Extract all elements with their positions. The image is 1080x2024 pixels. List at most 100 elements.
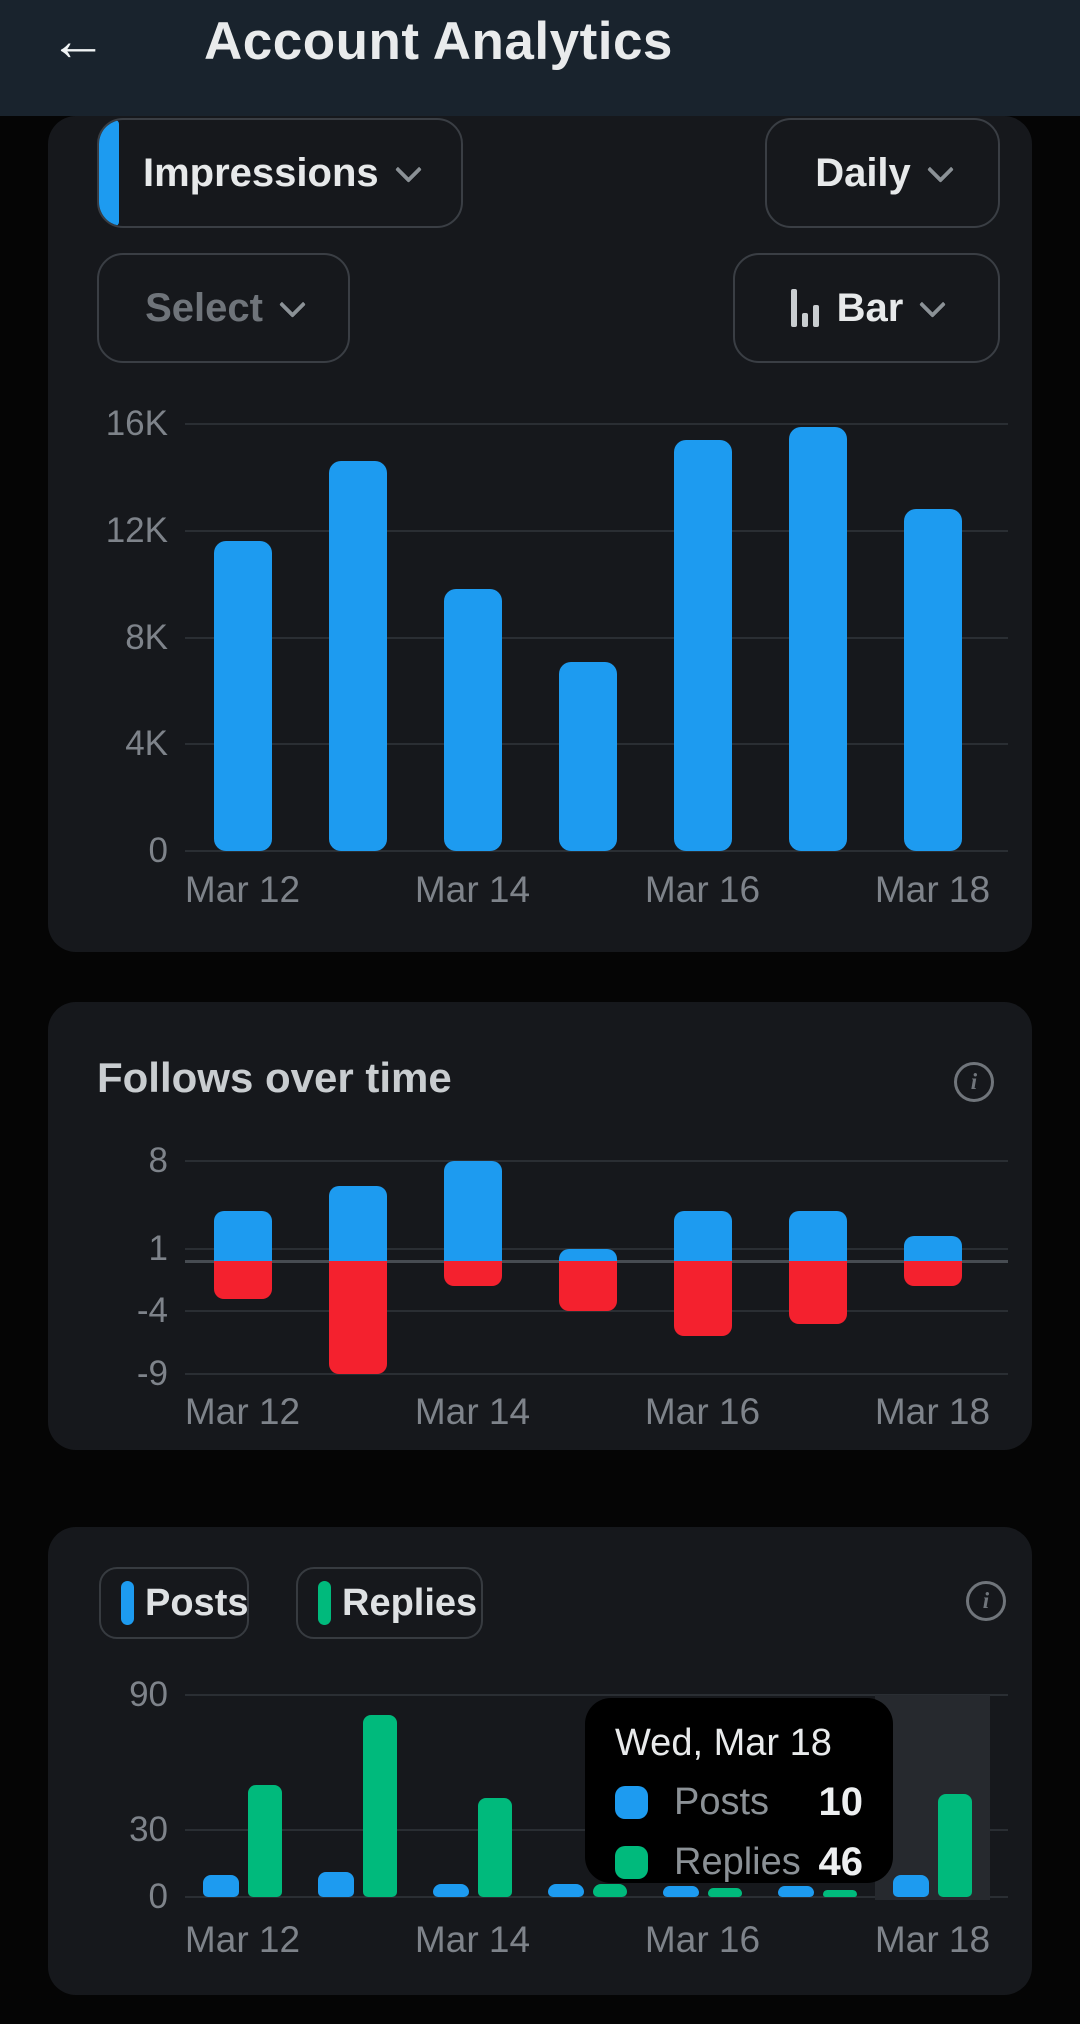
- page-title: Account Analytics: [204, 11, 673, 71]
- impressions-bar-mar-13[interactable]: [328, 461, 387, 851]
- replies-legend-accent: [318, 1581, 331, 1625]
- replies-bar-mar-18[interactable]: [938, 1793, 972, 1897]
- follows-chart: 8 1 -4 -9 Mar 12 Mar 14 Mar 16 Mar 18: [48, 1002, 1032, 1450]
- x-tick-label: Mar 14: [414, 1391, 531, 1432]
- x-tick-label: Mar 12: [184, 869, 301, 910]
- unfollows-bar-mar-17[interactable]: [788, 1261, 847, 1324]
- unfollows-bar-mar-14[interactable]: [443, 1261, 502, 1286]
- replies-bar-mar-15[interactable]: [593, 1883, 627, 1897]
- gridline: [185, 1372, 1008, 1375]
- gridline: [185, 636, 1008, 639]
- period-dropdown-label: Daily: [815, 150, 911, 195]
- back-button[interactable]: ←: [40, 3, 116, 79]
- gridline: [185, 423, 1008, 425]
- header: ← Account Analytics: [0, 0, 1080, 116]
- replies-bar-mar-14[interactable]: [478, 1798, 512, 1897]
- follows-bar-mar-17[interactable]: [788, 1211, 847, 1261]
- y-tick-label: 0: [148, 1877, 168, 1916]
- posts-bar-mar-14[interactable]: [433, 1883, 469, 1897]
- follows-bar-mar-18[interactable]: [903, 1236, 962, 1261]
- posts-bar-mar-12[interactable]: [203, 1874, 239, 1897]
- posts-bar-mar-18[interactable]: [893, 1874, 929, 1897]
- x-tick-label: Mar 18: [874, 1919, 991, 1960]
- posts-bar-mar-13[interactable]: [318, 1872, 354, 1897]
- impressions-chart: 16K 12K 8K 4K 0 Mar 12 Mar 14 Mar 16 Mar 18: [48, 116, 1032, 952]
- posts-swatch: [615, 1786, 648, 1819]
- x-tick-label: Mar 18: [874, 869, 991, 910]
- unfollows-bar-mar-16[interactable]: [673, 1261, 732, 1336]
- impressions-bar-mar-17[interactable]: [788, 426, 847, 851]
- posts-bar-mar-15[interactable]: [548, 1883, 584, 1897]
- gridline: [185, 529, 1008, 532]
- x-tick-label: Mar 18: [874, 1391, 991, 1432]
- impressions-card: Impressions Daily Select Bar 16K 12K 8K 4K 0…: [48, 116, 1032, 952]
- gridline: [185, 1896, 1008, 1898]
- follows-bar-mar-15[interactable]: [558, 1248, 617, 1261]
- x-tick-label: Mar 16: [644, 869, 761, 910]
- unfollows-bar-mar-15[interactable]: [558, 1261, 617, 1311]
- impressions-bar-mar-18[interactable]: [903, 509, 962, 851]
- replies-bar-mar-17[interactable]: [823, 1890, 857, 1897]
- tooltip-row-posts: Posts 10: [615, 1780, 863, 1825]
- unfollows-bar-mar-12[interactable]: [213, 1261, 272, 1299]
- follows-card-title: Follows over time: [97, 1054, 452, 1101]
- activity-chart: 90 30 0 Mar 12 Mar 14 Mar 16 Mar 18: [48, 1527, 1032, 1995]
- y-tick-label: 0: [148, 831, 168, 870]
- x-tick-label: Mar 16: [644, 1391, 761, 1432]
- replies-bar-mar-12[interactable]: [248, 1784, 282, 1897]
- posts-bar-mar-16[interactable]: [663, 1885, 699, 1897]
- y-tick-label: -4: [136, 1291, 168, 1330]
- tooltip-row-replies: Replies 46: [615, 1840, 863, 1885]
- y-tick-label: 4K: [125, 724, 168, 764]
- chart-type-dropdown[interactable]: Bar: [733, 253, 1000, 363]
- tooltip-replies-label: Replies: [674, 1841, 801, 1883]
- x-tick-label: Mar 16: [644, 1919, 761, 1960]
- tooltip-posts-value: 10: [818, 1780, 864, 1824]
- metric-accent-bar: [99, 120, 119, 226]
- gridline: [185, 1160, 1008, 1162]
- x-tick-label: Mar 12: [184, 1919, 301, 1960]
- activity-card: Posts Replies i 90 30 0 Mar 12 Mar 14 Mar 16 M…: [48, 1527, 1032, 1995]
- y-tick-label: 90: [129, 1675, 168, 1714]
- replies-legend-label: Replies: [342, 1581, 478, 1624]
- replies-bar-mar-16[interactable]: [708, 1888, 742, 1897]
- impressions-bar-mar-16[interactable]: [673, 440, 732, 851]
- chart-type-label: Bar: [836, 285, 904, 330]
- impressions-bar-mar-12[interactable]: [213, 541, 272, 851]
- follows-card: Follows over time i 8 1 -4 -9 Mar 12 Mar 14 Ma…: [48, 1002, 1032, 1450]
- replies-bar-mar-13[interactable]: [363, 1715, 397, 1897]
- back-arrow-icon: ←: [49, 8, 107, 73]
- impressions-bar-mar-14[interactable]: [443, 589, 502, 851]
- period-dropdown[interactable]: Daily: [765, 118, 1000, 228]
- info-icon[interactable]: i: [954, 1062, 994, 1102]
- tooltip-posts-label: Posts: [674, 1781, 770, 1823]
- legend-chip-posts[interactable]: Posts: [99, 1567, 249, 1639]
- follows-bar-mar-12[interactable]: [213, 1211, 272, 1261]
- metric-dropdown[interactable]: Impressions: [97, 118, 463, 228]
- gridline: [185, 1310, 1008, 1312]
- tooltip-replies-value: 46: [818, 1840, 864, 1884]
- follows-bar-mar-13[interactable]: [328, 1186, 387, 1261]
- unfollows-bar-mar-18[interactable]: [903, 1261, 962, 1286]
- replies-swatch: [615, 1846, 648, 1879]
- posts-legend-label: Posts: [145, 1581, 249, 1624]
- follows-bar-mar-14[interactable]: [443, 1161, 502, 1261]
- legend-chip-replies[interactable]: Replies: [296, 1567, 483, 1639]
- metric-dropdown-label: Impressions: [143, 150, 379, 195]
- unfollows-bar-mar-13[interactable]: [328, 1261, 387, 1374]
- y-tick-label: 12K: [105, 510, 168, 550]
- impressions-bar-mar-15[interactable]: [558, 661, 617, 851]
- follows-bar-mar-16[interactable]: [673, 1211, 732, 1261]
- posts-bar-mar-17[interactable]: [778, 1885, 814, 1897]
- bar-chart-icon: [790, 289, 819, 327]
- select-dropdown-label: Select: [145, 285, 263, 330]
- y-tick-label: -9: [136, 1353, 168, 1393]
- info-icon[interactable]: i: [966, 1581, 1006, 1621]
- y-tick-label: 8: [148, 1141, 168, 1180]
- x-tick-label: Mar 14: [414, 869, 531, 910]
- compare-select-dropdown[interactable]: Select: [97, 253, 350, 363]
- posts-legend-accent: [121, 1581, 134, 1625]
- y-tick-label: 30: [129, 1809, 168, 1849]
- tooltip-title: Wed, Mar 18: [615, 1722, 832, 1764]
- x-tick-label: Mar 12: [184, 1391, 301, 1432]
